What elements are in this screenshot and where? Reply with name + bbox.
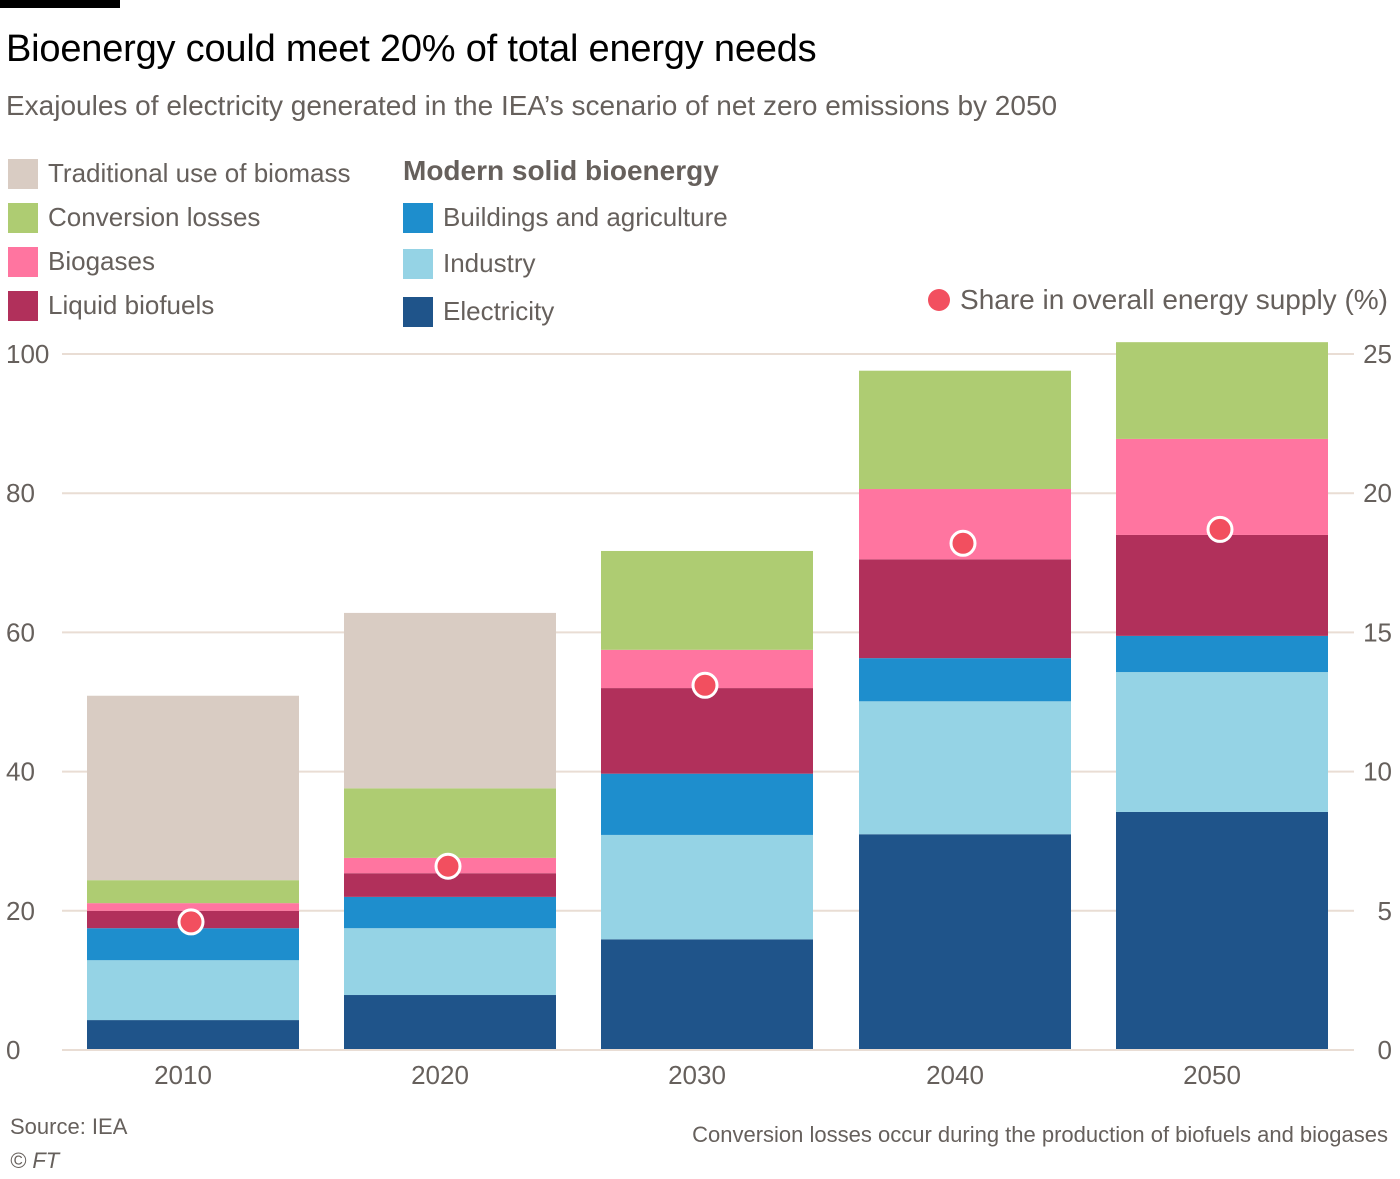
bar-segment-conversion-losses [87, 880, 299, 904]
x-tick-label: 2050 [1183, 1060, 1241, 1090]
y2-tick-label: 20 [1363, 478, 1392, 508]
share-dot [177, 908, 205, 936]
legend-label: Industry [443, 248, 536, 278]
bar-segment-biogases [87, 903, 299, 911]
bar-segment-liquid-biofuels [601, 688, 813, 774]
legend-swatch [8, 290, 38, 321]
legend-item-liquid-biofuels: Liquid biofuels [8, 290, 214, 321]
legend-item-share: Share in overall energy supply (%) [928, 284, 1388, 316]
legend-swatch [403, 296, 433, 327]
y2-tick-label: 0 [1378, 1035, 1392, 1065]
legend-item-electricity: Electricity [403, 296, 554, 327]
bar-segment-liquid-biofuels [1116, 534, 1328, 636]
y-tick-label: 20 [6, 896, 35, 926]
bar-segment-liquid-biofuels [344, 873, 556, 897]
y2-tick-label: 15 [1363, 617, 1392, 647]
chart-title: Bioenergy could meet 20% of total energy… [6, 28, 817, 70]
share-dot [949, 529, 977, 557]
bar-segment-electricity [1116, 811, 1328, 1050]
bar-segment-buildings-and-agriculture [859, 658, 1071, 702]
share-dot-icon [928, 289, 951, 311]
bar-segment-conversion-losses [344, 788, 556, 858]
bar-segment-buildings-and-agriculture [601, 773, 813, 835]
bar-segment-conversion-losses [859, 370, 1071, 490]
legend-label: Conversion losses [48, 202, 261, 232]
y2-tick-label: 25 [1363, 339, 1392, 369]
legend-swatch [8, 158, 38, 189]
legend-swatch [8, 246, 38, 277]
legend-item-buildings: Buildings and agriculture [403, 202, 728, 233]
footer-source-block: Source: IEA © FT [10, 1110, 127, 1178]
share-dot [434, 852, 462, 880]
legend-swatch [403, 202, 433, 233]
bar-segment-industry [87, 960, 299, 1021]
bar-segment-buildings-and-agriculture [344, 896, 556, 929]
x-tick-label: 2040 [926, 1060, 984, 1090]
bar-segment-electricity [601, 939, 813, 1050]
chart-subtitle: Exajoules of electricity generated in th… [6, 90, 1058, 121]
bar-segment-buildings-and-agriculture [1116, 635, 1328, 673]
legend-label: Biogases [48, 246, 155, 276]
share-dot [1206, 515, 1234, 543]
legend-swatch [403, 248, 433, 279]
legend-item-biogases: Biogases [8, 246, 155, 277]
copyright: © FT [10, 1148, 60, 1173]
x-tick-label: 2030 [668, 1060, 726, 1090]
y-tick-label: 80 [6, 478, 35, 508]
bar-segment-liquid-biofuels [859, 559, 1071, 659]
bar-segment-traditional-use-of-biomass [344, 612, 556, 789]
legend-item-traditional: Traditional use of biomass [8, 158, 351, 189]
legend-label: Buildings and agriculture [443, 202, 728, 232]
x-tick-label: 2020 [411, 1060, 469, 1090]
bar-segment-electricity [87, 1020, 299, 1050]
bar-segment-industry [1116, 672, 1328, 812]
source-note: Source: IEA [10, 1114, 128, 1139]
footnote: Conversion losses occur during the produ… [692, 1122, 1388, 1147]
legend-heading: Modern solid bioenergy [403, 155, 719, 186]
bar-segment-conversion-losses [1116, 342, 1328, 439]
bar-segment-industry [601, 834, 813, 940]
bar-segment-industry [859, 701, 1071, 835]
legend-label: Share in overall energy supply (%) [960, 284, 1388, 315]
legend-swatch [8, 202, 38, 233]
legend-item-conversion-losses: Conversion losses [8, 202, 260, 233]
share-dot [691, 671, 719, 699]
bar-segment-conversion-losses [601, 550, 813, 650]
bar-segment-electricity [344, 995, 556, 1050]
y2-tick-label: 10 [1363, 757, 1392, 787]
legend-label: Electricity [443, 296, 555, 326]
bar-segment-electricity [859, 834, 1071, 1050]
y-tick-label: 100 [6, 339, 49, 369]
legend-label: Traditional use of biomass [48, 158, 351, 188]
brand-bar [0, 0, 120, 8]
legend-item-industry: Industry [403, 248, 536, 279]
y-tick-label: 0 [6, 1035, 20, 1065]
bar-segment-traditional-use-of-biomass [87, 695, 299, 881]
x-tick-label: 2010 [154, 1060, 212, 1090]
y-tick-label: 60 [6, 617, 35, 647]
bar-segment-industry [344, 928, 556, 996]
legend-label: Liquid biofuels [48, 290, 215, 320]
y2-tick-label: 5 [1378, 896, 1392, 926]
y-tick-label: 40 [6, 757, 35, 787]
